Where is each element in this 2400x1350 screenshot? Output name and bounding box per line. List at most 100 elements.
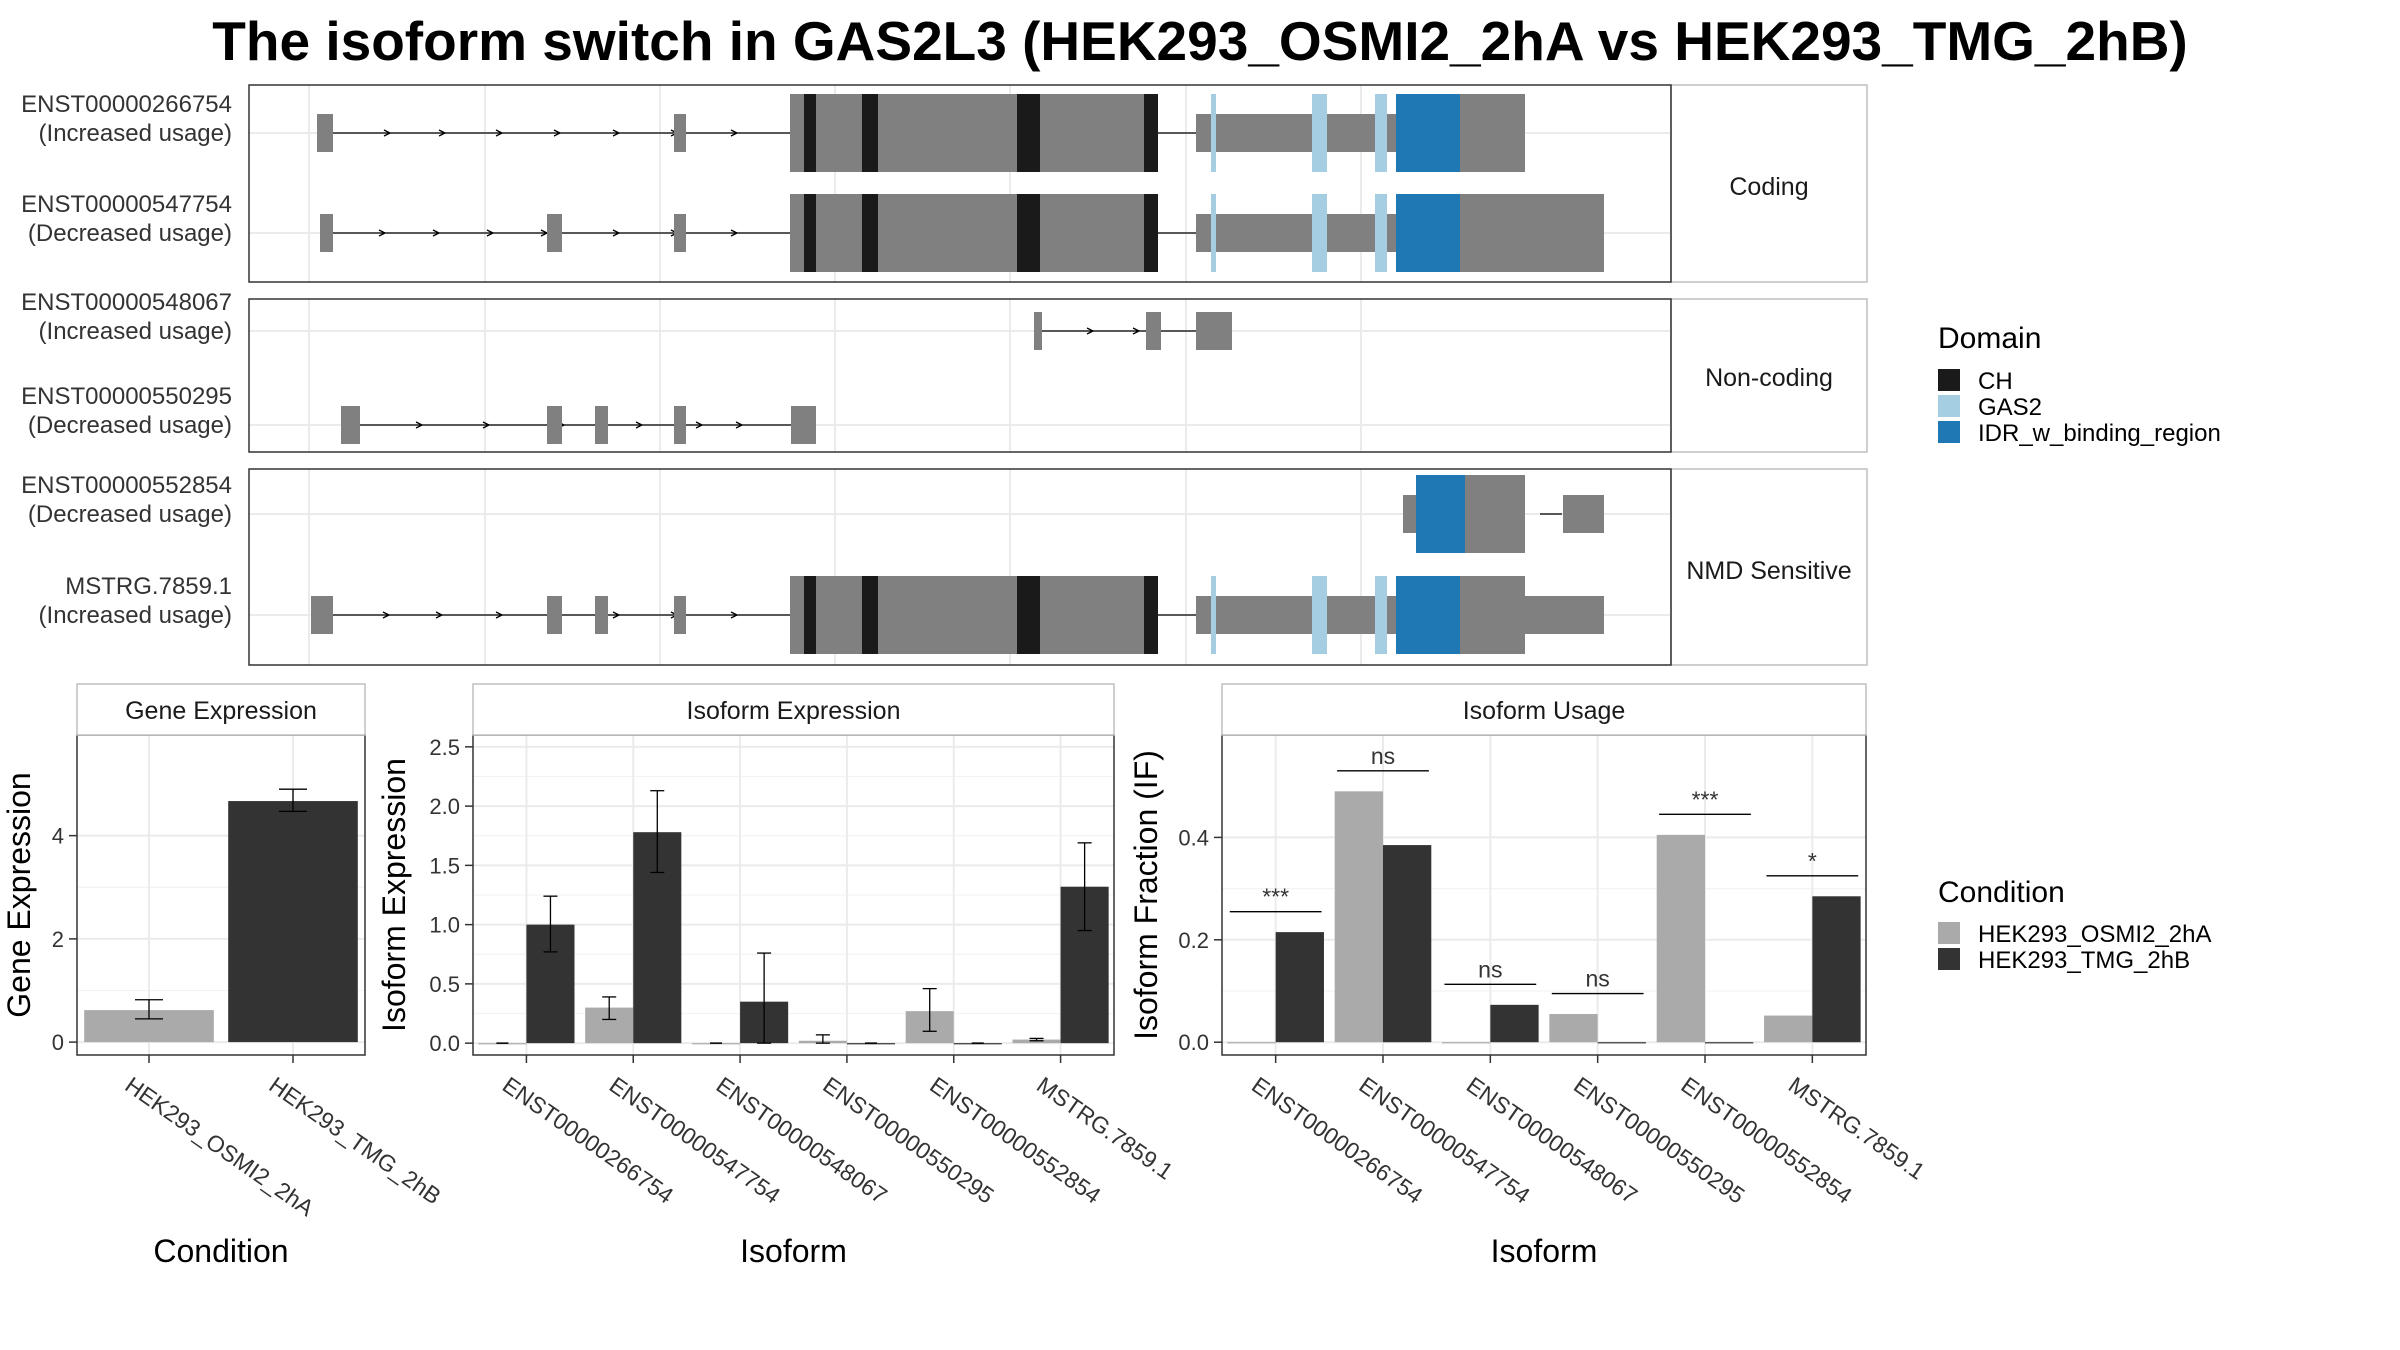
exon (674, 214, 686, 252)
legend-label: HEK293_TMG_2hB (1978, 947, 2190, 974)
plot-background (1222, 735, 1866, 1055)
y-axis-title: Isoform Expression (376, 758, 412, 1032)
intron-arrow (383, 129, 392, 137)
domain-segment (1375, 576, 1387, 654)
intron-arrow (482, 421, 491, 429)
x-tick-label: ENST00000266754 (1247, 1072, 1428, 1209)
bar (1656, 834, 1705, 1043)
exon (790, 194, 1158, 272)
figure-title: The isoform switch in GAS2L3 (HEK293_OSM… (212, 10, 2187, 72)
y-tick-label: 0.4 (1178, 825, 1209, 850)
intron-arrow (486, 229, 495, 237)
domain-segment (862, 94, 878, 172)
exon (1460, 576, 1525, 654)
transcript-track: ENST00000550295(Decreased usage) (21, 383, 1671, 444)
transcript-usage: (Increased usage) (39, 318, 232, 345)
intron-arrow (730, 229, 739, 237)
exon (595, 596, 608, 634)
panel-strip (1221, 683, 1867, 736)
x-tick-label: ENST00000552854 (1676, 1072, 1857, 1209)
structure-strip-label: Non-coding (1705, 364, 1833, 392)
y-tick-label: 2 (52, 927, 64, 952)
transcript-track: ENST00000547754(Decreased usage) (21, 191, 1671, 272)
legend-item: HEK293_TMG_2hB (1938, 947, 2190, 974)
intron-arrow (435, 611, 444, 619)
transcript-track: MSTRG.7859.1(Increased usage) (39, 573, 1671, 654)
x-axis-title: Condition (153, 1233, 288, 1269)
bar (1597, 1042, 1646, 1044)
legend-title: Domain (1938, 322, 2041, 355)
legend-title: Condition (1938, 876, 2065, 909)
exon (547, 214, 562, 252)
transcript-usage: (Increased usage) (39, 602, 232, 629)
y-tick-label: 0.0 (1178, 1030, 1209, 1055)
transcript-usage: (Increased usage) (39, 120, 232, 147)
exon (547, 596, 562, 634)
y-tick-label: 4 (52, 824, 64, 849)
intron-arrow (612, 229, 621, 237)
domain-segment (1396, 94, 1460, 172)
domain-segment (1416, 475, 1465, 553)
x-tick-label: ENST00000266754 (498, 1072, 679, 1209)
significance-label: ns (1478, 956, 1502, 982)
exon (790, 94, 1158, 172)
domain-segment (1312, 576, 1327, 654)
bar (1383, 845, 1432, 1043)
panel-strip (472, 683, 1115, 736)
transcript-id: ENST00000547754 (21, 191, 232, 218)
x-tick-label: ENST00000547754 (1354, 1072, 1535, 1209)
exon (1563, 596, 1604, 634)
legend-swatch (1938, 948, 1960, 970)
y-axis-title: Isoform Fraction (IF) (1128, 750, 1164, 1040)
significance-label: ns (1586, 966, 1610, 992)
legend-label: IDR_w_binding_region (1978, 420, 2221, 447)
domain-segment (862, 194, 878, 272)
legend-item: GAS2 (1938, 394, 2042, 421)
legend-label: GAS2 (1978, 394, 2042, 421)
exon (311, 596, 333, 634)
exon (674, 406, 686, 444)
structure-panel-border (248, 84, 1672, 283)
domain-segment (1375, 194, 1387, 272)
domain-segment (1017, 576, 1040, 654)
x-tick-label: ENST00000548067 (712, 1072, 892, 1209)
exon (790, 576, 1158, 654)
bar (1442, 1042, 1491, 1044)
transcript-id: MSTRG.7859.1 (65, 573, 232, 600)
transcript-usage: (Decreased usage) (28, 501, 232, 528)
exon (547, 406, 562, 444)
structure-group-nmd-sensitive: NMD Sensitive ENST00000552854(Decreased u… (21, 468, 1868, 666)
domain-segment (1017, 94, 1040, 172)
panel-title: Gene Expression (125, 697, 317, 725)
domain-segment (1211, 576, 1216, 654)
legend-item: IDR_w_binding_region (1938, 420, 2221, 447)
exon (791, 406, 816, 444)
legend-swatch (1938, 395, 1960, 417)
transcript-id: ENST00000548067 (21, 289, 232, 316)
exon (320, 214, 333, 252)
domain-segment (1312, 194, 1327, 272)
intron-arrow (382, 611, 391, 619)
domain-segment (1396, 576, 1460, 654)
transcript-usage: (Decreased usage) (28, 220, 232, 247)
legend-item: CH (1938, 368, 2013, 395)
exon (1034, 312, 1042, 350)
exon (595, 406, 608, 444)
domain-segment (1375, 94, 1387, 172)
y-tick-label: 1.0 (429, 913, 460, 938)
domain-segment (1144, 576, 1158, 654)
intron-arrow (438, 129, 447, 137)
exon (1460, 194, 1604, 272)
structure-strip-label: Coding (1729, 173, 1808, 201)
exon (1460, 94, 1525, 172)
domain-segment (862, 576, 878, 654)
y-tick-label: 0.0 (429, 1031, 460, 1056)
domain-segment (1144, 194, 1158, 272)
transcript-id: ENST00000552854 (21, 472, 232, 499)
exon (1563, 495, 1604, 533)
bar (1227, 1042, 1276, 1044)
intron-arrow (730, 129, 739, 137)
intron-arrow (432, 229, 441, 237)
